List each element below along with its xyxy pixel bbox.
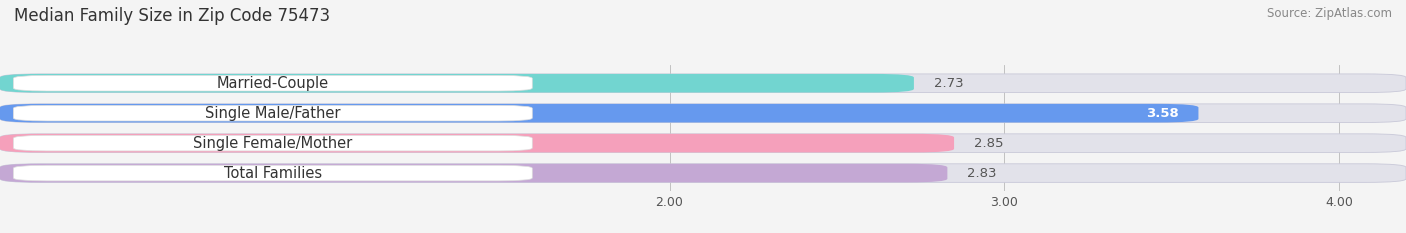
FancyBboxPatch shape — [0, 164, 948, 182]
Text: 2.83: 2.83 — [967, 167, 997, 180]
Text: Median Family Size in Zip Code 75473: Median Family Size in Zip Code 75473 — [14, 7, 330, 25]
FancyBboxPatch shape — [14, 135, 533, 151]
Text: Married-Couple: Married-Couple — [217, 76, 329, 91]
FancyBboxPatch shape — [0, 104, 1198, 123]
FancyBboxPatch shape — [0, 134, 1406, 152]
Text: 2.73: 2.73 — [934, 77, 963, 90]
FancyBboxPatch shape — [0, 104, 1406, 123]
FancyBboxPatch shape — [0, 134, 955, 152]
Text: Single Female/Mother: Single Female/Mother — [193, 136, 353, 151]
Text: Total Families: Total Families — [224, 166, 322, 181]
FancyBboxPatch shape — [14, 105, 533, 121]
Text: Single Male/Father: Single Male/Father — [205, 106, 340, 121]
FancyBboxPatch shape — [14, 165, 533, 181]
FancyBboxPatch shape — [0, 74, 1406, 93]
FancyBboxPatch shape — [0, 164, 1406, 182]
Text: Source: ZipAtlas.com: Source: ZipAtlas.com — [1267, 7, 1392, 20]
Text: 3.58: 3.58 — [1146, 107, 1178, 120]
FancyBboxPatch shape — [14, 75, 533, 91]
Text: 2.85: 2.85 — [974, 137, 1004, 150]
FancyBboxPatch shape — [0, 74, 914, 93]
